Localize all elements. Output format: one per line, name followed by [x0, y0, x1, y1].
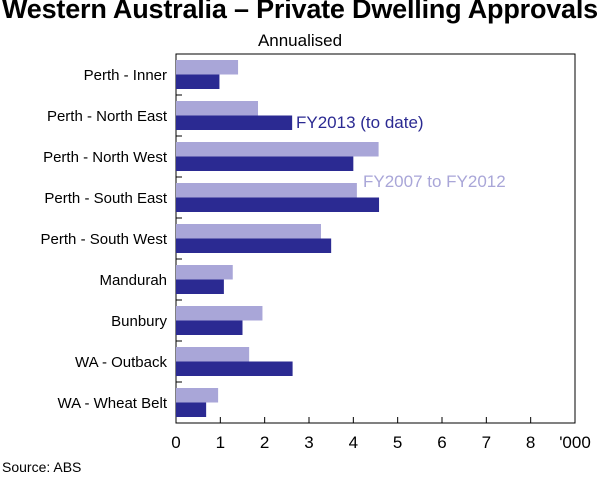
x-tick-label: 0: [171, 433, 180, 452]
category-label: Bunbury: [111, 313, 167, 330]
x-tick-label: 7: [482, 433, 491, 452]
bar-fy2013: [176, 279, 224, 294]
category-label: WA - Outback: [75, 354, 167, 371]
bar-fy2007-fy2012: [176, 347, 250, 362]
bar-fy2013: [176, 74, 220, 89]
bar-fy2013: [176, 361, 293, 376]
bar-fy2007-fy2012: [176, 101, 259, 116]
category-label: Perth - North West: [43, 149, 168, 166]
bar-fy2013: [176, 156, 354, 171]
x-tick-label: 2: [260, 433, 269, 452]
category-label: Perth - North East: [47, 108, 168, 125]
bar-fy2013: [176, 402, 207, 417]
legend-label-fy2013: FY2013 (to date): [296, 113, 424, 132]
bar-fy2013: [176, 197, 380, 212]
bar-fy2007-fy2012: [176, 60, 239, 75]
bar-fy2007-fy2012: [176, 306, 263, 321]
chart-title: Western Australia – Private Dwelling App…: [2, 0, 598, 24]
legend-label-fy2007-fy2012: FY2007 to FY2012: [363, 172, 506, 191]
bar-fy2007-fy2012: [176, 142, 379, 157]
category-label: Perth - South West: [41, 231, 168, 248]
x-tick-label: 4: [349, 433, 358, 452]
bar-fy2007-fy2012: [176, 224, 321, 239]
x-tick-label: 8: [526, 433, 535, 452]
x-tick-label: 5: [393, 433, 402, 452]
category-label: Perth - Inner: [84, 67, 167, 84]
bar-fy2013: [176, 238, 332, 253]
category-label: Mandurah: [99, 272, 167, 289]
bar-fy2007-fy2012: [176, 265, 233, 280]
x-tick-label: 1: [216, 433, 225, 452]
bar-fy2007-fy2012: [176, 388, 219, 403]
bar-fy2007-fy2012: [176, 183, 357, 198]
chart-subtitle: Annualised: [257, 31, 343, 50]
bar-fy2013: [176, 320, 243, 335]
category-label: WA - Wheat Belt: [58, 395, 168, 412]
x-tick-label: 6: [437, 433, 446, 452]
source-note: Source: ABS: [2, 459, 82, 475]
category-label: Perth - South East: [44, 190, 167, 207]
bar-fy2013: [176, 115, 293, 130]
x-tick-label: 3: [304, 433, 313, 452]
x-axis-unit: '000: [559, 433, 591, 452]
